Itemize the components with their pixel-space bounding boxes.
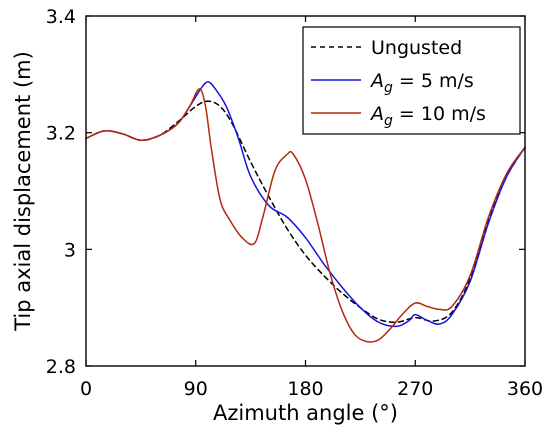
legend-label: Ag = 10 m/s xyxy=(369,103,486,129)
series-layer xyxy=(85,81,526,343)
y-tick-label: 3 xyxy=(64,239,76,261)
y-axis-label: Tip axial displacement (m) xyxy=(11,51,35,332)
y-tick-label: 3.4 xyxy=(46,6,76,28)
x-tick-label: 180 xyxy=(287,378,323,400)
y-tick-label: 3.2 xyxy=(46,123,76,145)
y-tick-label: 2.8 xyxy=(46,356,76,378)
x-tick-label: 270 xyxy=(397,378,433,400)
ticks-layer: 0 90 180 270 360 2.8 3 3.2 3.4 xyxy=(46,6,543,400)
x-tick-label: 360 xyxy=(507,378,543,400)
legend-label: Ag = 5 m/s xyxy=(369,70,474,96)
series-line-1 xyxy=(85,100,526,324)
x-tick-label: 90 xyxy=(184,378,208,400)
series-line-3 xyxy=(85,88,526,343)
x-axis-label: Azimuth angle (°) xyxy=(213,401,398,425)
legend: Ungusted Ag = 5 m/s Ag = 10 m/s xyxy=(302,26,521,135)
legend-label: Ungusted xyxy=(371,37,462,59)
x-tick-label: 0 xyxy=(80,378,92,400)
